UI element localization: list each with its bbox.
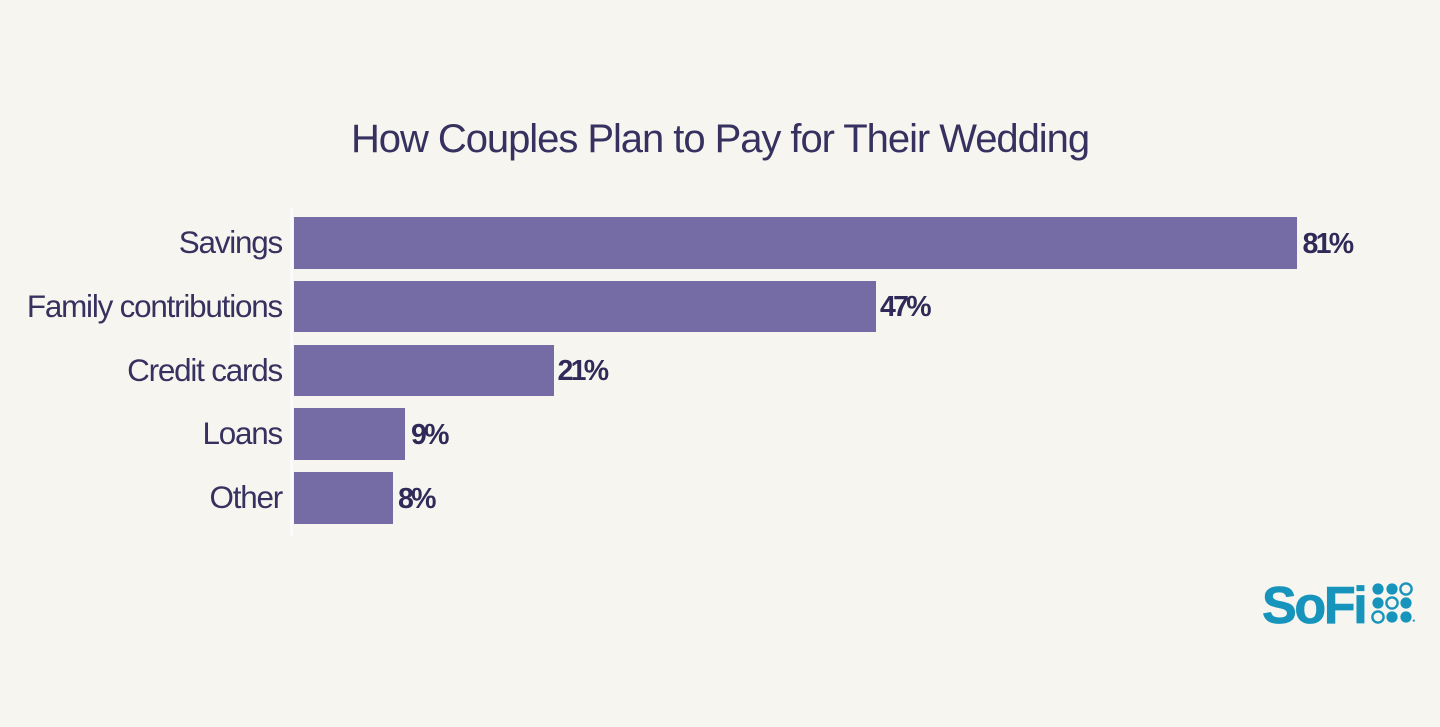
svg-text:SoFi: SoFi [1262, 577, 1365, 628]
